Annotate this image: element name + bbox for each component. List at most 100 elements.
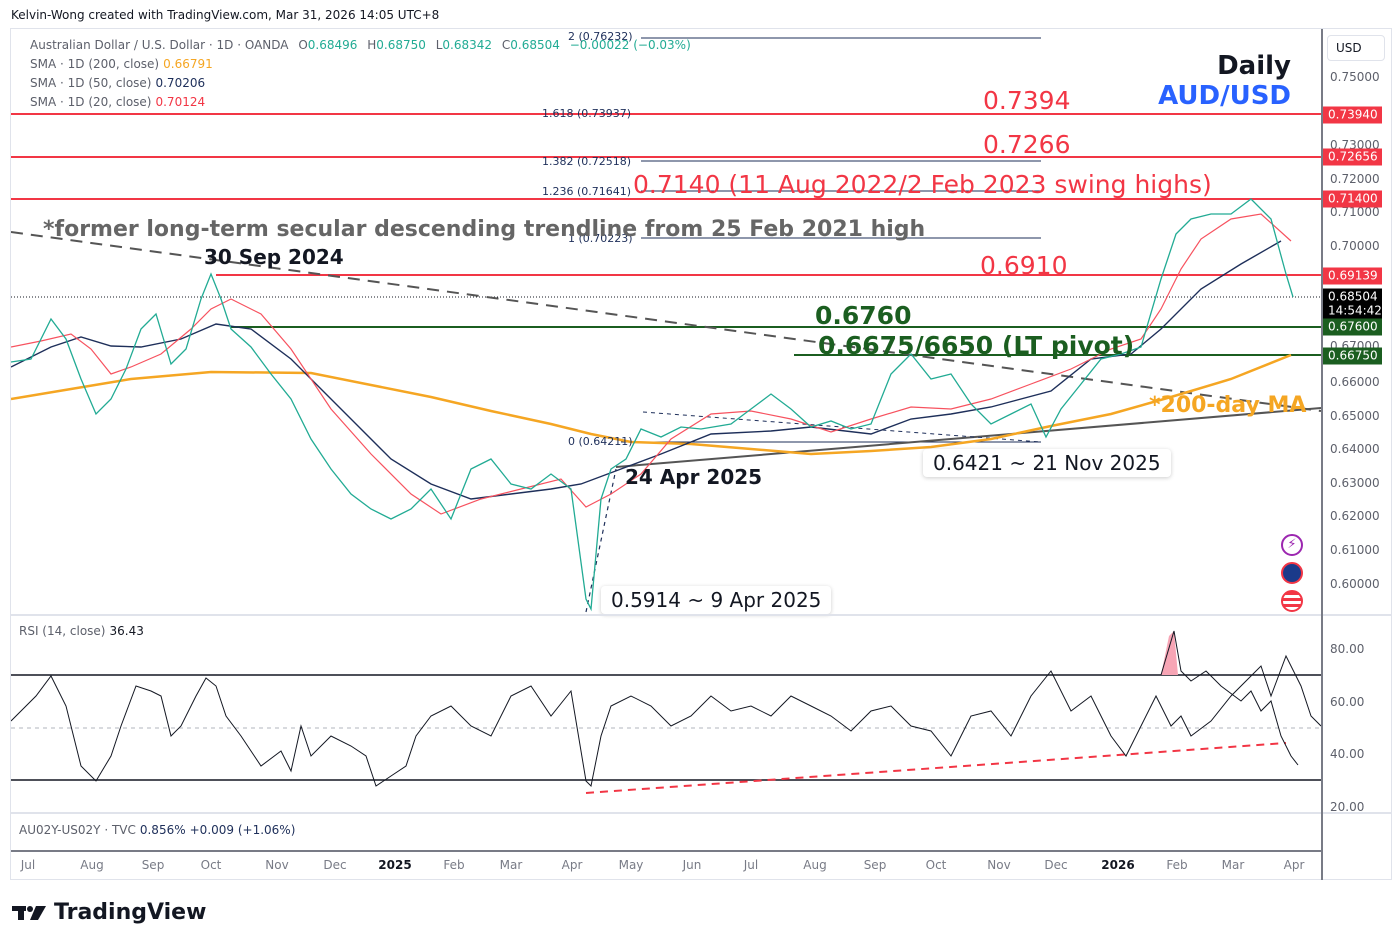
tick: 0.72000 [1330, 172, 1380, 186]
sma50-label: SMA · 1D (50, close) [30, 76, 152, 90]
rsi-chart-svg [11, 630, 1321, 794]
time-tick-year: 2026 [1101, 858, 1135, 872]
tick: 0.71000 [1330, 205, 1380, 219]
tick: 0.75000 [1330, 70, 1380, 84]
price-pane[interactable]: Australian Dollar / U.S. Dollar · 1D · O… [11, 29, 1321, 614]
time-tick: Jun [682, 858, 702, 872]
sep-2024-label: 30 Sep 2024 [204, 245, 344, 269]
tick: 0.66000 [1330, 375, 1380, 389]
price-tag-7394: 0.73940 [1322, 106, 1382, 124]
sma200-value: 0.66791 [163, 57, 213, 71]
lightning-event-icon[interactable]: ⚡ [1281, 534, 1303, 556]
price-tag-6914: 0.69139 [1322, 267, 1382, 285]
symbol-legend[interactable]: Australian Dollar / U.S. Dollar · 1D · O… [30, 38, 691, 52]
time-tick: Mar [1221, 858, 1245, 872]
fib-1382-label: 1.382 (0.72518) [542, 155, 632, 168]
rsi-tick: 20.00 [1330, 800, 1365, 814]
time-tick: Sep [863, 858, 887, 872]
fib-2-label: 2 (0.76232) [568, 30, 633, 43]
level-7266-label: 0.7266 [983, 130, 1071, 159]
time-tick: Aug [803, 858, 827, 872]
currency-button[interactable]: USD [1327, 35, 1385, 61]
ma200-note: *200-day MA [1149, 393, 1307, 418]
time-tick: Oct [200, 858, 222, 872]
sma20-label: SMA · 1D (20, close) [30, 95, 152, 109]
level-7140-label: 0.7140 (11 Aug 2022/2 Feb 2023 swing hig… [633, 170, 1212, 199]
price-tag-7266: 0.72656 [1322, 148, 1382, 166]
time-axis[interactable]: Jul Aug Sep Oct Nov Dec 2025 Feb Mar Apr… [11, 850, 1321, 879]
tradingview-logo[interactable]: TradingView [12, 900, 206, 925]
time-tick: Oct [925, 858, 947, 872]
fib-1236-label: 1.236 (0.71641) [542, 185, 632, 198]
chart-frame [10, 28, 1392, 880]
price-axis-border [1321, 29, 1323, 880]
tvc-label: AU02Y-US02Y · TVC [19, 823, 136, 837]
bar-countdown: 14:54:42 [1322, 302, 1382, 320]
tradingview-logo-icon [12, 905, 46, 920]
time-tick: Nov [987, 858, 1011, 872]
rsi-label: RSI (14, close) [19, 624, 106, 638]
tick: 0.64000 [1330, 442, 1380, 456]
close-label: C [501, 38, 511, 52]
rsi-pane[interactable]: RSI (14, close) 36.43 [11, 616, 1321, 812]
open-value: 0.68496 [307, 38, 358, 52]
rsi-tick: 40.00 [1330, 747, 1365, 761]
rsi-tick: 60.00 [1330, 695, 1365, 709]
tick: 0.60000 [1330, 577, 1380, 591]
pane-divider[interactable] [11, 812, 1392, 814]
time-tick: Feb [443, 858, 465, 872]
australia-flag-icon[interactable] [1281, 562, 1303, 584]
time-tick-year: 2025 [378, 858, 412, 872]
timeframe-title: Daily [1217, 51, 1291, 81]
time-tick: Jul [743, 858, 759, 872]
tvc-legend[interactable]: AU02Y-US02Y · TVC 0.856% +0.009 (+1.06%) [19, 823, 295, 837]
level-6910-label: 0.6910 [980, 251, 1068, 280]
time-tick: Sep [141, 858, 165, 872]
us-flag-icon[interactable] [1281, 590, 1303, 612]
fib-1618-label: 1.618 (0.73937) [542, 107, 632, 120]
time-tick: Feb [1166, 858, 1188, 872]
sma20-value: 0.70124 [155, 95, 206, 109]
time-tick: Dec [323, 858, 347, 872]
high-label: H [367, 38, 377, 52]
chart-credit: Kelvin-Wong created with TradingView.com… [11, 8, 440, 22]
fib-0-label: 0 (0.64211) [568, 435, 633, 448]
time-tick: Mar [499, 858, 523, 872]
tvc-pane[interactable]: AU02Y-US02Y · TVC 0.856% +0.009 (+1.06%) [11, 814, 1321, 850]
price-tag-7140: 0.71400 [1322, 190, 1382, 208]
low-nov-callout: 0.6421 ~ 21 Nov 2025 [923, 449, 1171, 477]
time-tick: May [618, 858, 644, 872]
high-value: 0.68750 [376, 38, 426, 52]
time-tick: Aug [80, 858, 104, 872]
level-6760-label: 0.6760 [815, 301, 912, 330]
rsi-tick: 80.00 [1330, 642, 1365, 656]
low-apr-callout: 0.5914 ~ 9 Apr 2025 [601, 586, 832, 614]
rsi-legend[interactable]: RSI (14, close) 36.43 [19, 624, 144, 638]
time-tick: Apr [561, 858, 583, 872]
last-price-tag: 0.68504 [1322, 288, 1382, 306]
low-value: 0.68342 [442, 38, 493, 52]
change-value: −0.00022 (−0.03%) [569, 38, 691, 52]
apr-24-label: 24 Apr 2025 [625, 465, 763, 489]
open-label: O [298, 38, 308, 52]
price-tag-6760: 0.67600 [1322, 318, 1382, 336]
fib-1-label: 1 (0.70223) [568, 232, 633, 245]
tvc-change: +0.009 (+1.06%) [189, 823, 296, 837]
pane-divider[interactable] [11, 614, 1392, 616]
tradingview-wordmark: TradingView [54, 900, 207, 925]
time-tick: Apr [1283, 858, 1305, 872]
price-chart-svg [11, 37, 1321, 613]
trendline-note: *former long-term secular descending tre… [43, 217, 926, 242]
level-6675-label: 0.6675/6650 (LT pivot) [818, 331, 1135, 360]
tvc-value: 0.856% [139, 823, 186, 837]
price-tag-6675: 0.66750 [1322, 347, 1382, 365]
tick: 0.70000 [1330, 239, 1380, 253]
tick: 0.65000 [1330, 409, 1380, 423]
time-tick: Nov [265, 858, 289, 872]
sma50-legend[interactable]: SMA · 1D (50, close) 0.70206 [30, 76, 205, 90]
sma200-label: SMA · 1D (200, close) [30, 57, 160, 71]
time-tick: Dec [1044, 858, 1068, 872]
sma20-legend[interactable]: SMA · 1D (20, close) 0.70124 [30, 95, 205, 109]
sma50-value: 0.70206 [155, 76, 206, 90]
sma200-legend[interactable]: SMA · 1D (200, close) 0.66791 [30, 57, 213, 71]
